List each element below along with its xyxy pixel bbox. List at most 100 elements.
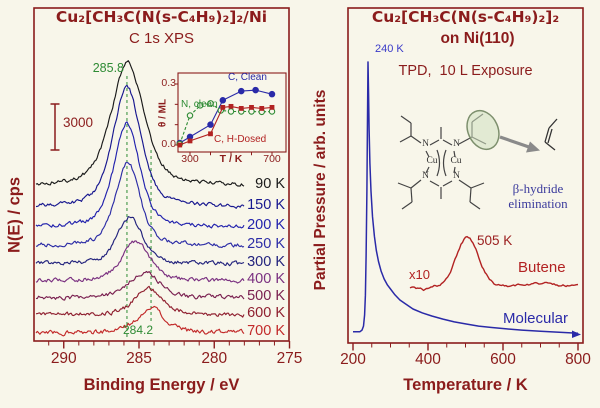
tpd-title-line2: on Ni(110) <box>440 30 515 47</box>
curve-label-200K: 200 K <box>247 217 285 233</box>
inset-ytick-0-0: 0.0 <box>161 138 176 150</box>
butene-product-glyph <box>547 128 553 144</box>
peak-annotation-240k: 240 K <box>375 43 404 55</box>
inset-xtick-700: 700 <box>263 153 281 165</box>
molecule-bond <box>453 166 456 174</box>
atom-label-cu: Cu <box>450 156 462 166</box>
inset-marker-circle <box>268 90 276 98</box>
inset-series-label-n-clean: N, clean <box>181 99 218 110</box>
inset-marker-square <box>208 131 213 137</box>
curve-label-700K: 700 K <box>247 323 285 339</box>
molecule-bond <box>425 166 430 174</box>
atom-label-n: N <box>453 171 460 181</box>
inset-marker-square <box>249 104 254 110</box>
x-tick-label: 290 <box>50 350 77 367</box>
peak-annotation-505k: 505 K <box>477 233 513 248</box>
butyl-highlight-ellipse <box>466 109 500 151</box>
curve-label-250K: 250 K <box>247 236 285 252</box>
inset-xtick-300: 300 <box>181 153 199 165</box>
scale-factor-annotation: x10 <box>409 267 430 282</box>
inset-marker-circle <box>207 100 214 107</box>
x-tick-label: 280 <box>201 350 228 367</box>
molecule-bond <box>442 180 453 187</box>
inset-marker-square <box>259 106 265 111</box>
inset-border <box>177 72 287 153</box>
series-label-butene: Butene <box>518 259 566 276</box>
xps-x-axis-label: Binding Energy / eV <box>83 376 240 394</box>
inset-x-axis-label: T / K <box>219 153 243 165</box>
xps-curve-200K <box>35 121 245 229</box>
xps-curve-400K <box>35 240 245 284</box>
xps-curve-300K <box>35 216 245 267</box>
molecule-bond <box>410 179 422 189</box>
molecule-bond <box>399 135 412 143</box>
butene-product-glyph <box>544 141 556 151</box>
tpd-x-axis-label: Temperature / K <box>403 376 528 394</box>
molecule-bond <box>429 180 440 187</box>
molecule-bond <box>469 187 472 203</box>
series-label-molecular: Molecular <box>503 310 569 327</box>
inset-marker-square <box>238 106 244 111</box>
butene-product-glyph <box>548 118 558 129</box>
x-tick-label: 600 <box>490 351 516 368</box>
butene-product-glyph <box>544 127 550 143</box>
inset-marker-circle <box>219 97 227 104</box>
xps-curve-600K <box>35 285 245 318</box>
inset-ytick-0-3: 0.3 <box>161 77 176 89</box>
x-tick-label: 200 <box>340 351 366 368</box>
inset-series-label-c-h-dosed: C, H-Dosed <box>214 134 267 145</box>
xps-subtitle: C 1s XPS <box>128 30 195 47</box>
xps-curve-150K <box>35 84 245 209</box>
mechanism-label-line1: β-hydride <box>512 181 564 196</box>
atom-label-n: N <box>453 139 460 149</box>
molecule-bond <box>410 135 422 144</box>
xps-panel-border <box>33 7 290 342</box>
inset-marker-square <box>228 103 234 109</box>
tpd-butene-curve <box>409 235 579 292</box>
x-tick-label: 275 <box>276 350 303 367</box>
tpd-curve-end-arrow <box>572 330 581 338</box>
xps-curve-500K <box>35 270 245 301</box>
curve-label-90K: 90 K <box>255 176 285 192</box>
x-tick-label: 285 <box>126 350 152 367</box>
inset-marker-square <box>220 104 226 110</box>
elimination-arrow <box>499 135 530 149</box>
molecule-bond <box>400 115 412 124</box>
molecule-arc <box>442 149 447 177</box>
molecule-bond <box>469 201 481 210</box>
molecule-bond <box>458 179 472 189</box>
curve-label-150K: 150 K <box>247 197 285 213</box>
inset-marker-circle <box>227 108 235 115</box>
molecule-bond <box>470 182 485 189</box>
atom-label-n: N <box>422 171 429 181</box>
curve-label-400K: 400 K <box>247 271 285 287</box>
molecule-bond <box>410 187 413 203</box>
tpd-panel-border <box>347 7 584 344</box>
x-tick-label: 400 <box>415 351 441 368</box>
inset-line-circle-open <box>179 102 273 145</box>
tpd-y-axis-label: Partial Pressure / arb. units <box>312 89 329 291</box>
inset-y-axis-label: θ / ML <box>157 98 169 128</box>
inset-marker-circle <box>238 87 245 95</box>
molecule-bond <box>442 139 453 146</box>
inset-marker-circle <box>197 102 204 109</box>
peak-annotation-285-8: 285.8 <box>92 61 124 75</box>
x-tick-label: 800 <box>565 351 591 368</box>
molecule-bond <box>401 201 413 210</box>
atom-label-n: N <box>422 139 429 149</box>
inset-marker-square <box>187 138 193 144</box>
peak-annotation-284-2: 284.2 <box>122 323 154 337</box>
molecule-bond <box>397 182 412 189</box>
xps-y-axis-label: N(E) / cps <box>5 176 24 254</box>
xps-title: Cu₂[CH₃C(N(s-C₄H₉)₂]₂/Ni <box>55 8 268 26</box>
inset-series-label-c-clean: C, Clean <box>228 72 267 83</box>
curve-label-300K: 300 K <box>247 254 285 270</box>
atom-label-cu: Cu <box>426 156 438 166</box>
curve-label-600K: 600 K <box>247 305 285 321</box>
inset-marker-square <box>269 104 275 110</box>
inset-marker-square <box>177 142 183 148</box>
tpd-subtitle: TPD, 10 L Exposure <box>398 63 533 79</box>
curve-label-500K: 500 K <box>247 288 285 304</box>
xps-curve-90K <box>35 60 245 187</box>
